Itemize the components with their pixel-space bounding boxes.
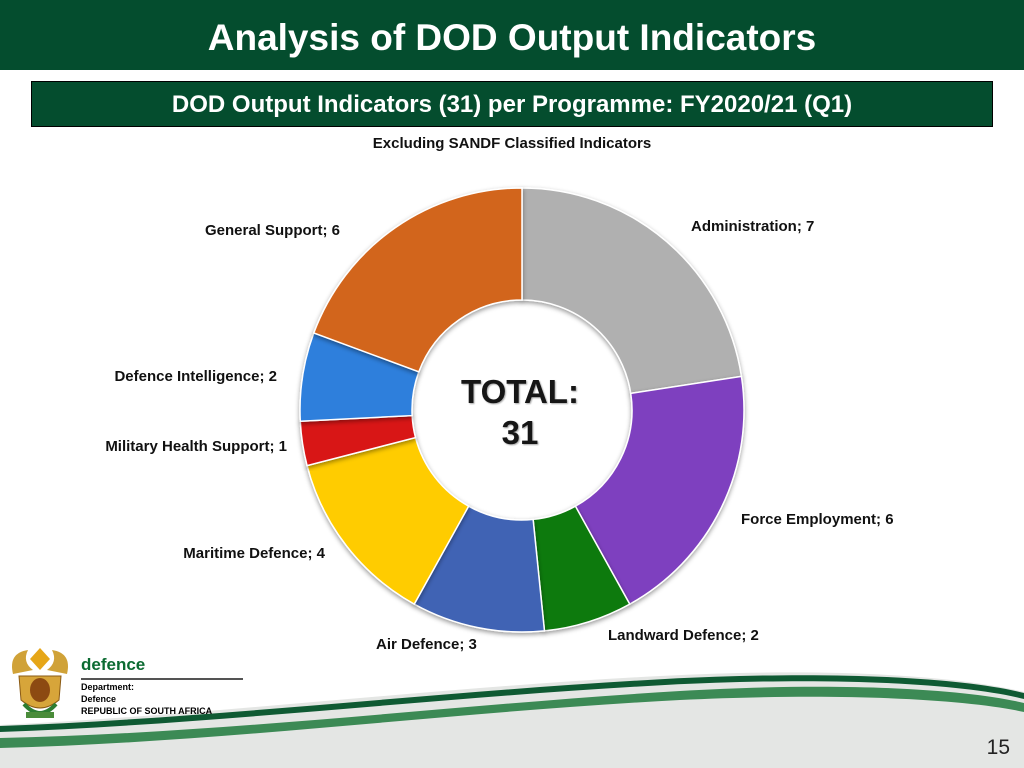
donut-slices: [299, 187, 745, 633]
slice-label-general-support: General Support; 6: [205, 222, 340, 239]
slice-label-landward-defence: Landward Defence; 2: [608, 627, 759, 644]
center-total-value: 31: [502, 414, 539, 451]
chart-subtitle: Excluding SANDF Classified Indicators: [372, 135, 652, 152]
footer-brand: defence: [81, 655, 146, 674]
slice-label-administration: Administration; 7: [691, 218, 814, 235]
footer-line1: Department:: [81, 682, 135, 692]
slice-labels: Administration; 7 Force Employment; 6 Land…: [105, 218, 893, 653]
footer-line2: Defence: [81, 694, 117, 704]
center-total-label: TOTAL:: [461, 373, 579, 410]
slice-general-support: [312, 187, 523, 373]
slide-title: Analysis of DOD Output Indicators: [207, 17, 817, 58]
slice-label-air-defence: Air Defence; 3: [376, 636, 477, 653]
slice-label-defence-intelligence: Defence Intelligence; 2: [114, 368, 277, 385]
footer-swoosh: [0, 672, 1024, 768]
footer-line3: REPUBLIC OF SOUTH AFRICA: [81, 706, 213, 716]
slice-label-maritime-defence: Maritime Defence; 4: [183, 545, 325, 562]
slice-administration: [521, 187, 743, 395]
coat-of-arms-logo: [12, 648, 68, 718]
slice-label-force-employment: Force Employment; 6: [741, 511, 894, 528]
title-bar: [0, 0, 1024, 70]
page-number: 15: [986, 736, 1010, 759]
slice-force-employment: [574, 375, 745, 606]
slice-label-military-health-support: Military Health Support; 1: [105, 438, 287, 455]
chart-title: DOD Output Indicators (31) per Programme…: [31, 81, 993, 127]
